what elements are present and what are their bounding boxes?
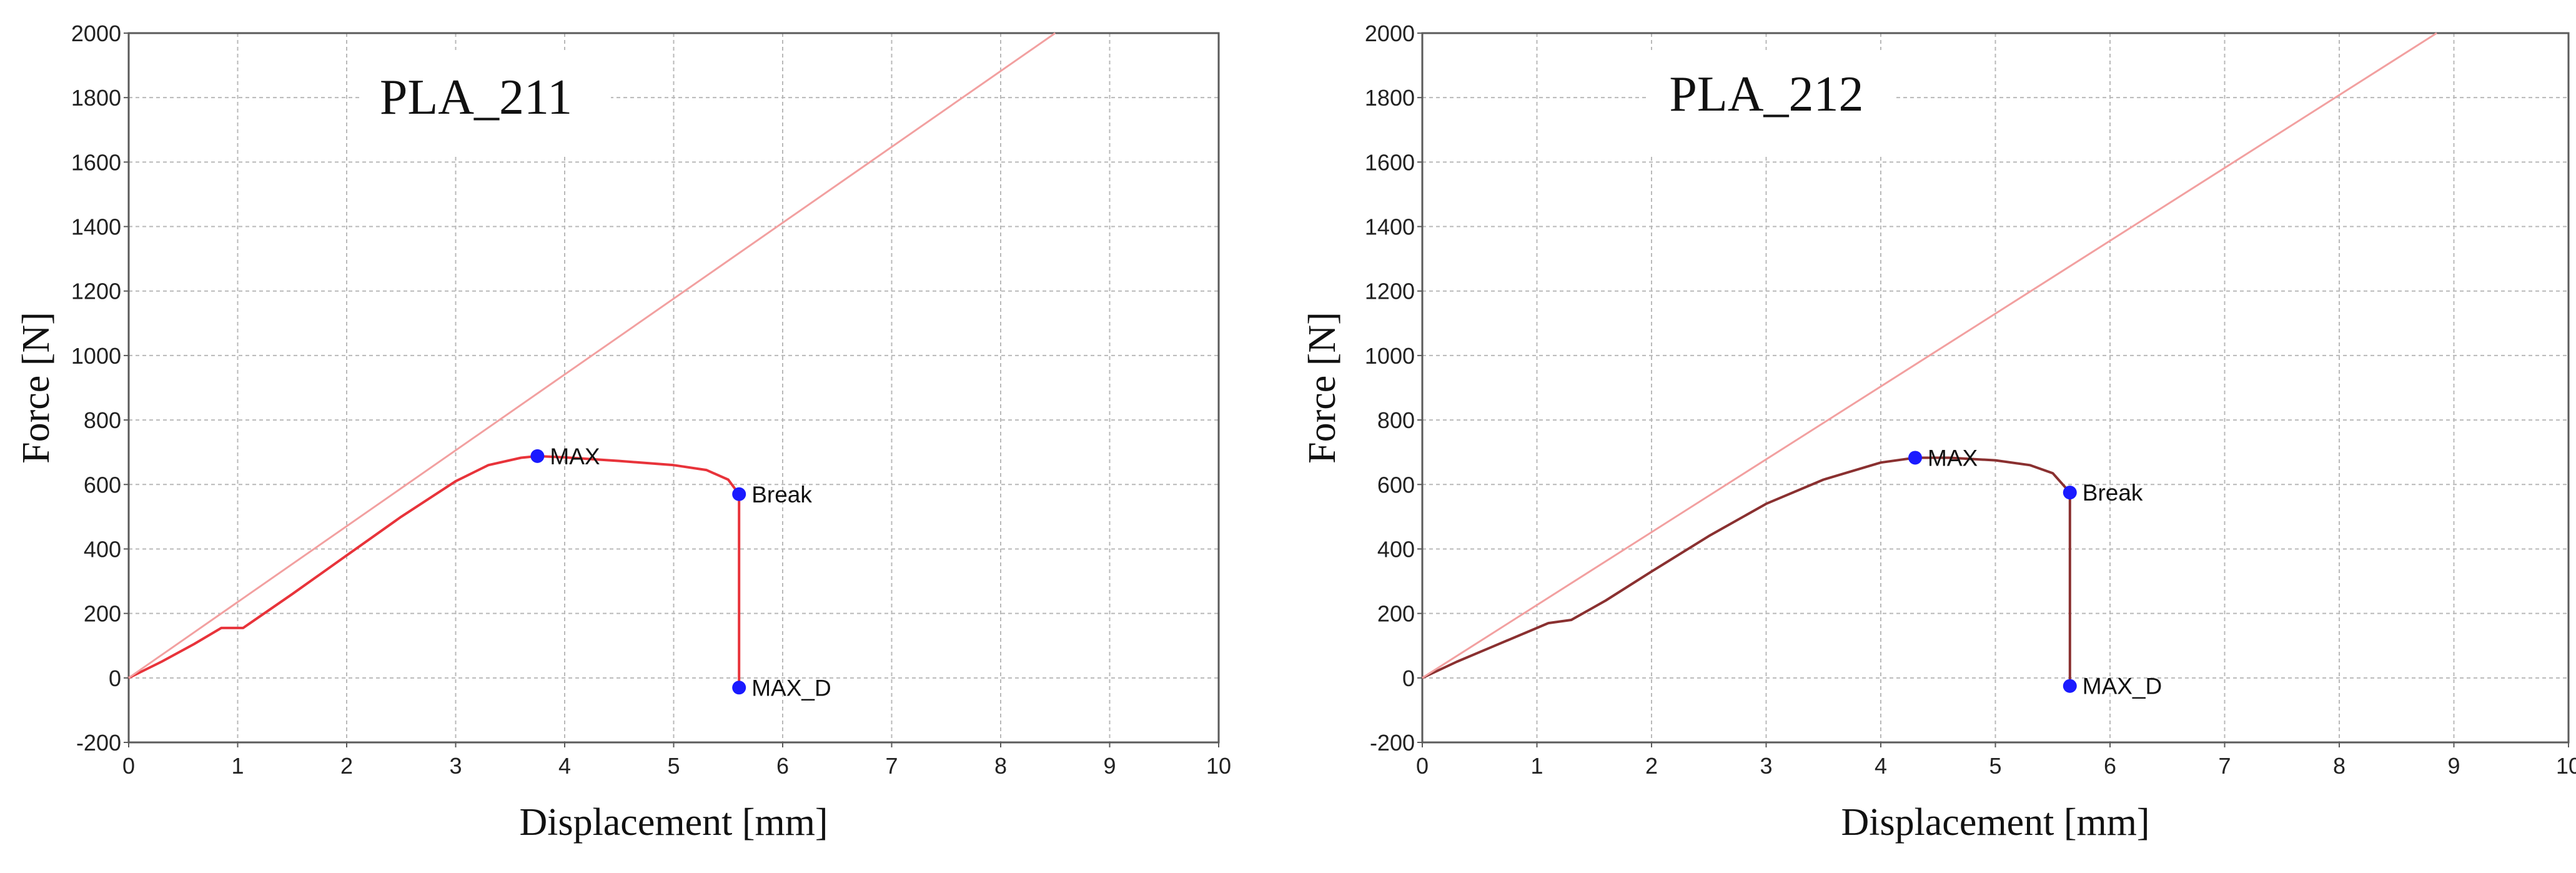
- x-tick-label: 8: [994, 753, 1007, 779]
- x-tick-label: 8: [2333, 753, 2346, 779]
- x-tick-label: 6: [776, 753, 789, 779]
- y-tick-label: 1800: [71, 85, 121, 111]
- title-box: [361, 50, 611, 155]
- y-tick-label: 1000: [1365, 343, 1415, 369]
- x-tick-label: 9: [2447, 753, 2460, 779]
- x-tick-label: 2: [1645, 753, 1658, 779]
- x-tick-label: 3: [449, 753, 462, 779]
- y-tick-label: 1000: [71, 343, 121, 369]
- x-tick-label: 4: [1875, 753, 1887, 779]
- x-axis-label: Displacement [mm]: [519, 801, 828, 844]
- y-tick-label: 1800: [1365, 85, 1415, 111]
- y-tick-label: 0: [1402, 666, 1415, 691]
- marker-label: MAX_D: [2083, 674, 2162, 699]
- marker-point: [2063, 679, 2077, 693]
- y-tick-label: 2000: [1365, 21, 1415, 46]
- chart-title: PLA_212: [1669, 67, 1863, 122]
- x-tick-label: 2: [340, 753, 353, 779]
- chart-pla-212: 0 1 2 3 4 5 6 7 8 9 10-200020040060080010001200140…: [1301, 21, 2576, 844]
- y-tick-label: -200: [1370, 730, 1415, 756]
- x-tick-label: 10: [1206, 753, 1231, 779]
- x-axis-label: Displacement [mm]: [1841, 801, 2149, 844]
- marker-label: MAX: [1928, 445, 1978, 471]
- marker-label: Break: [751, 482, 812, 507]
- y-tick-label: 200: [84, 601, 121, 627]
- y-tick-label: 600: [1377, 472, 1415, 497]
- x-tick-label: 7: [2218, 753, 2231, 779]
- y-tick-label: 1200: [1365, 279, 1415, 304]
- x-tick-label: 4: [558, 753, 571, 779]
- marker-label: MAX: [550, 444, 600, 469]
- y-tick-label: 400: [1377, 536, 1415, 562]
- marker-point: [2063, 486, 2077, 500]
- x-tick-label: 3: [1760, 753, 1772, 779]
- y-tick-label: 200: [1377, 601, 1415, 627]
- title-box: [1646, 50, 1896, 155]
- marker-point: [1908, 451, 1923, 465]
- y-tick-label: 1400: [1365, 214, 1415, 240]
- y-tick-label: 0: [109, 666, 121, 691]
- marker-point: [732, 681, 746, 695]
- y-tick-label: 1200: [71, 279, 121, 304]
- force-curve: [1422, 456, 2071, 686]
- x-tick-label: 5: [667, 753, 680, 779]
- x-tick-label: 10: [2556, 753, 2576, 779]
- y-axis-label: Force [N]: [15, 312, 57, 464]
- y-tick-label: 1400: [71, 214, 121, 240]
- x-tick-label: 9: [1103, 753, 1116, 779]
- y-tick-label: 800: [84, 407, 121, 433]
- reference-line: [1422, 32, 2437, 679]
- y-tick-label: -200: [76, 730, 121, 756]
- force-curve: [128, 454, 741, 688]
- y-tick-label: 2000: [71, 21, 121, 46]
- x-tick-label: 6: [2104, 753, 2116, 779]
- x-tick-label: 1: [1530, 753, 1543, 779]
- x-tick-label: 1: [231, 753, 244, 779]
- chart-title: PLA_211: [380, 70, 572, 125]
- chart-pla-211: 0 1 2 3 4 5 6 7 8 9 10-200020040060080010001200140…: [15, 21, 1231, 844]
- marker-label: Break: [2083, 480, 2143, 506]
- marker-point: [732, 487, 746, 501]
- y-axis-label: Force [N]: [1301, 312, 1344, 464]
- marker-point: [530, 449, 545, 463]
- x-tick-label: 7: [885, 753, 898, 779]
- reference-line: [128, 32, 1056, 679]
- y-tick-label: 600: [84, 472, 121, 497]
- y-tick-label: 400: [84, 536, 121, 562]
- marker-label: MAX_D: [751, 675, 831, 701]
- y-tick-label: 1600: [1365, 149, 1415, 175]
- x-tick-label: 0: [1416, 753, 1429, 779]
- x-tick-label: 5: [1989, 753, 2001, 779]
- y-tick-label: 1600: [71, 149, 121, 175]
- x-tick-label: 0: [122, 753, 135, 779]
- y-tick-label: 800: [1377, 407, 1415, 433]
